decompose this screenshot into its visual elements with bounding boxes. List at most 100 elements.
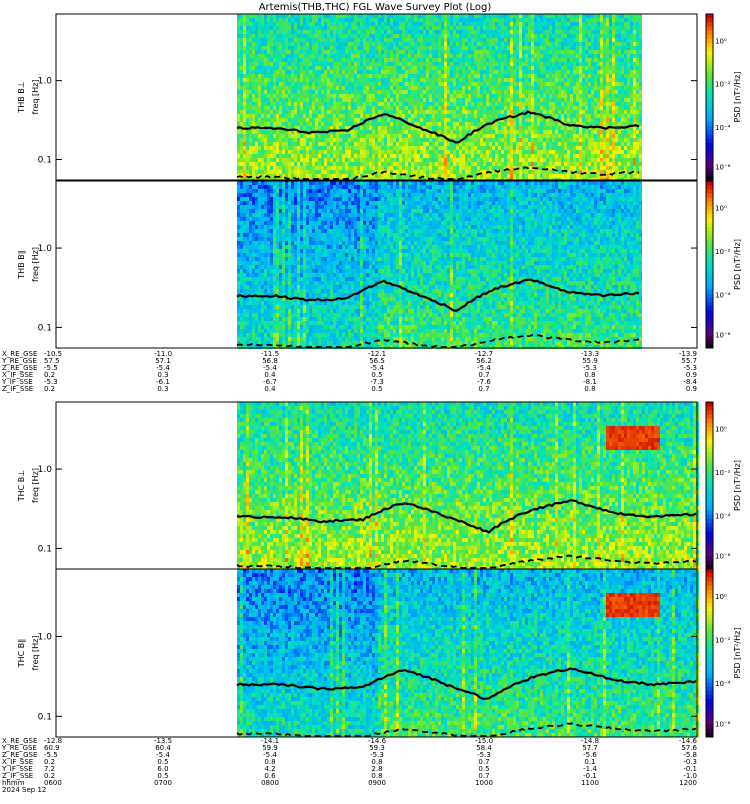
spectrogram-cell [510,42,513,46]
spectrogram-cell [504,46,507,50]
spectrogram-cell [249,90,252,94]
spectrogram-cell [480,94,483,98]
spectrogram-cell [351,110,354,114]
spectrogram-cell [510,118,513,122]
spectrogram-cell [339,102,342,106]
spectrogram-cell [393,78,396,82]
spectrogram-cell [501,66,504,70]
spectrogram-cell [450,90,453,94]
spectrogram-cell [516,158,519,162]
spectrogram-cell [396,162,399,166]
spectrogram-cell [327,126,330,130]
spectrogram-cell [588,82,591,86]
spectrogram-cell [546,30,549,34]
spectrogram-cell [480,110,483,114]
spectrogram-cell [354,170,357,174]
spectrogram-cell [243,42,246,46]
spectrogram-cell [300,74,303,78]
spectrogram-cell [327,18,330,22]
spectrogram-cell [321,82,324,86]
spectrogram-cell [456,130,459,134]
spectrogram-cell [447,166,450,170]
spectrogram-cell [441,158,444,162]
spectrogram-cell [576,30,579,34]
spectrogram-cell [345,18,348,22]
spectrogram-cell [498,126,501,130]
spectrogram-cell [279,102,282,106]
spectrogram-cell [534,26,537,30]
spectrogram-cell [585,142,588,146]
spectrogram-cell [534,94,537,98]
spectrogram-cell [267,170,270,174]
spectrogram-cell [267,18,270,22]
spectrogram-cell [528,122,531,126]
spectrogram-cell [465,166,468,170]
spectrogram-cell [291,82,294,86]
spectrogram-cell [375,58,378,62]
spectrogram-cell [408,138,411,142]
spectrogram-cell [240,74,243,78]
chart-title: Artemis(THB,THC) FGL Wave Survey Plot (L… [259,2,492,13]
spectrogram-cell [240,26,243,30]
spectrogram-cell [270,74,273,78]
spectrogram-cell [489,70,492,74]
spectrogram-cell [252,50,255,54]
spectrogram-cell [369,30,372,34]
spectrogram-cell [480,106,483,110]
spectrogram-cell [366,166,369,170]
spectrogram-cell [558,94,561,98]
spectrogram-cell [318,154,321,158]
spectrogram-cell [528,70,531,74]
spectrogram-cell [555,22,558,26]
spectrogram-cell [279,98,282,102]
spectrogram-cell [507,38,510,42]
spectrogram-cell [543,42,546,46]
spectrogram-cell [414,134,417,138]
spectrogram-cell [561,18,564,22]
spectrogram-cell [531,170,534,174]
spectrogram-cell [237,50,240,54]
spectrogram-cell [282,70,285,74]
spectrogram-cell [474,106,477,110]
spectrogram-cell [534,18,537,22]
spectrogram-cell [477,42,480,46]
spectrogram-cell [315,162,318,166]
spectrogram-cell [252,86,255,90]
spectrogram-cell [387,78,390,82]
spectrogram-cell [375,162,378,166]
spectrogram-cell [561,90,564,94]
spectrogram-cell [330,110,333,114]
spectrogram-cell [378,134,381,138]
spectrogram-cell [543,142,546,146]
spectrogram-cell [363,130,366,134]
spectrogram-cell [411,58,414,62]
spectrogram-cell [504,78,507,82]
spectrogram-cell [264,118,267,122]
spectrogram-cell [414,62,417,66]
spectrogram-cell [429,134,432,138]
spectrogram-cell [414,142,417,146]
spectrogram-cell [264,58,267,62]
spectrogram-cell [564,118,567,122]
spectrogram-cell [237,138,240,142]
spectrogram-cell [426,42,429,46]
spectrogram-cell [489,110,492,114]
spectrogram-cell [519,146,522,150]
spectrogram-cell [534,14,537,18]
spectrogram-cell [498,26,501,30]
spectrogram-cell [390,150,393,154]
spectrogram-cell [378,58,381,62]
spectrogram-cell [477,18,480,22]
spectrogram-cell [243,142,246,146]
spectrogram-cell [324,102,327,106]
spectrogram-cell [375,174,378,178]
spectrogram-cell [387,58,390,62]
spectrogram-cell [288,30,291,34]
spectrogram-cell [303,78,306,82]
spectrogram-cell [381,150,384,154]
spectrogram-cell [297,150,300,154]
spectrogram-cell [360,106,363,110]
spectrogram-cell [354,142,357,146]
spectrogram-cell [264,54,267,58]
spectrogram-cell [261,162,264,166]
